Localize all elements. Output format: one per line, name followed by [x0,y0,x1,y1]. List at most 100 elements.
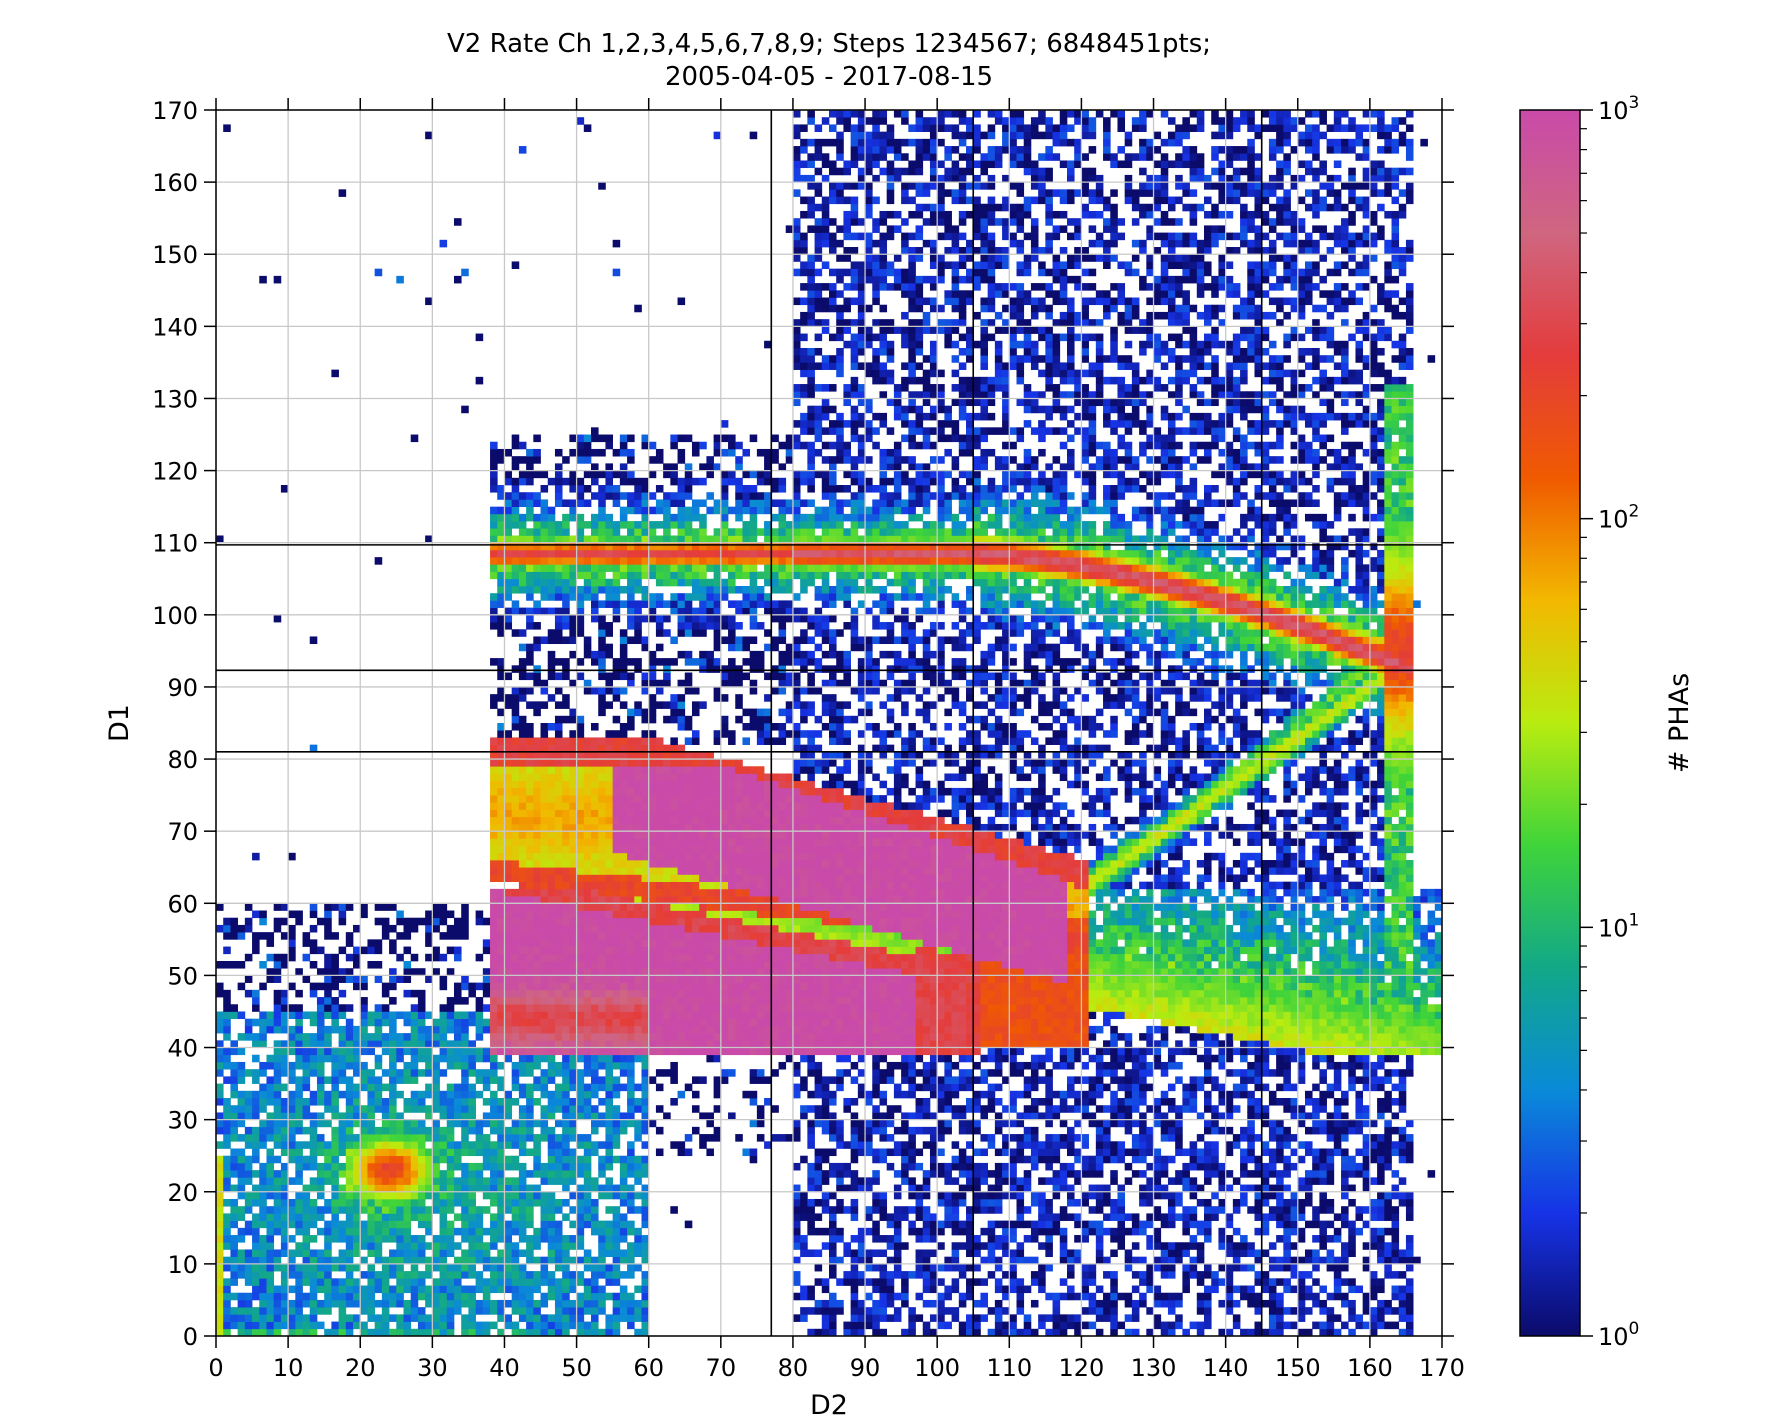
heatmap-cell [995,1069,1003,1077]
heatmap-cell [1226,1307,1234,1315]
heatmap-cell [519,1235,527,1243]
heatmap-cell [1384,1019,1392,1027]
heatmap-cell [497,1329,505,1337]
heatmap-cell [980,1112,988,1120]
heatmap-cell [461,1040,469,1048]
heatmap-cell [245,1019,253,1027]
heatmap-cell [274,1120,282,1128]
heatmap-cell [230,1307,238,1315]
heatmap-cell [627,1163,635,1171]
heatmap-cell [281,1026,289,1034]
heatmap-cell [382,1314,390,1322]
heatmap-cell [252,1286,260,1294]
heatmap-cell [865,1120,873,1128]
heatmap-cell [1428,1026,1436,1034]
heatmap-cell [1161,1242,1169,1250]
heatmap-cell [324,1228,332,1236]
heatmap-cell [541,1076,549,1084]
heatmap-cell [317,1026,325,1034]
heatmap-cell [555,1026,563,1034]
heatmap-cell [815,1112,823,1120]
heatmap-cell [1312,1127,1320,1135]
heatmap-cell [706,1019,714,1027]
heatmap-cell [223,1257,231,1265]
heatmap-cell [533,1040,541,1048]
heatmap-cell [952,1228,960,1236]
heatmap-cell [1017,1278,1025,1286]
heatmap-cell [1392,1242,1400,1250]
heatmap-cell [894,1271,902,1279]
heatmap-cell [1406,1307,1414,1315]
heatmap-cell [822,1098,830,1106]
heatmap-cell [353,1314,361,1322]
heatmap-cell [468,1300,476,1308]
heatmap-cell [1305,1271,1313,1279]
heatmap-cell [1355,1213,1363,1221]
heatmap-cell [1283,1098,1291,1106]
heatmap-cell [1175,1141,1183,1149]
heatmap-cell [404,1228,412,1236]
heatmap-cell [944,1069,952,1077]
heatmap-cell [411,1019,419,1027]
heatmap-cell [1038,1199,1046,1207]
heatmap-cell [1038,1192,1046,1200]
heatmap-cell [252,1199,260,1207]
heatmap-cell [1053,1314,1061,1322]
heatmap-cell [1406,1300,1414,1308]
heatmap-cell [1334,1278,1342,1286]
heatmap-cell [259,1084,267,1092]
heatmap-cell [1096,1206,1104,1214]
heatmap-cell [872,1314,880,1322]
heatmap-cell [1204,1019,1212,1027]
heatmap-cell [1334,1228,1342,1236]
heatmap-cell [807,1206,815,1214]
heatmap-cell [483,1098,491,1106]
heatmap-cell [562,1213,570,1221]
heatmap-cell [519,1286,527,1294]
heatmap-cell [930,1040,938,1048]
heatmap-cell [1139,1156,1147,1164]
heatmap-cell [404,1206,412,1214]
heatmap-cell [519,1228,527,1236]
heatmap-cell [641,1120,649,1128]
heatmap-cell [750,1011,758,1019]
heatmap-cell [331,1098,339,1106]
heatmap-cell [454,1257,462,1265]
heatmap-cell [411,1278,419,1286]
heatmap-cell [216,1293,224,1301]
heatmap-cell [288,1091,296,1099]
heatmap-cell [389,1040,397,1048]
heatmap-cell [562,1120,570,1128]
heatmap-cell [807,1221,815,1229]
heatmap-cell [656,1040,664,1048]
heatmap-cell [1081,1076,1089,1084]
heatmap-cell [447,1163,455,1171]
heatmap-cell [512,1249,520,1257]
heatmap-cell [317,1278,325,1286]
heatmap-cell [858,1127,866,1135]
heatmap-cell [375,1141,383,1149]
heatmap-cell [1327,1048,1335,1056]
heatmap-cell [360,1141,368,1149]
heatmap-cell [1348,1076,1356,1084]
heatmap-cell [1197,1221,1205,1229]
heatmap-cell [367,1228,375,1236]
heatmap-cell [1067,1264,1075,1272]
heatmap-cell [1096,1314,1104,1322]
heatmap-cell [418,1221,426,1229]
heatmap-cell [562,1127,570,1135]
heatmap-cell [793,1206,801,1214]
heatmap-cell [1117,1084,1125,1092]
heatmap-cell [526,1199,534,1207]
heatmap-cell [1053,1091,1061,1099]
heatmap-cell [281,1112,289,1120]
heatmap-cell [1154,1170,1162,1178]
heatmap-cell [1327,1120,1335,1128]
heatmap-cell [1146,1242,1154,1250]
heatmap-cell [411,1264,419,1272]
heatmap-cell [822,1120,830,1128]
heatmap-cell [375,1004,383,1012]
heatmap-cell [894,1091,902,1099]
heatmap-cell [771,1040,779,1048]
heatmap-cell [512,1156,520,1164]
